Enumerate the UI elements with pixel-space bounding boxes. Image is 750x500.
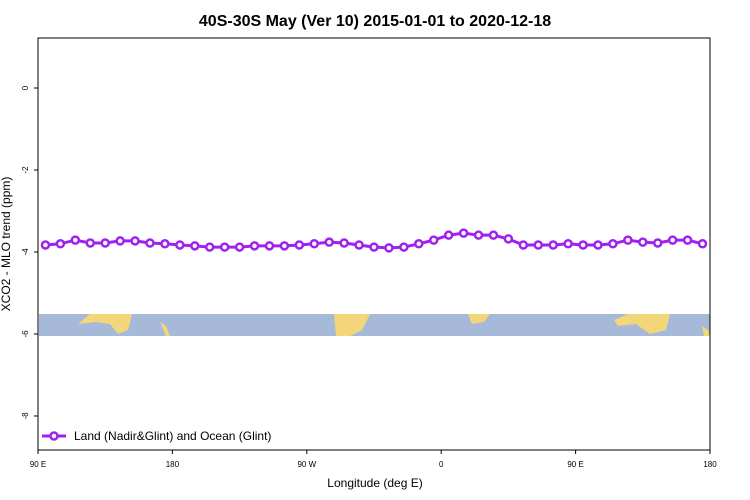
x-tick-label: 0 <box>439 460 444 469</box>
data-point <box>652 238 663 248</box>
data-point <box>428 235 439 245</box>
data-point <box>354 240 364 250</box>
data-point <box>324 237 334 247</box>
y-tick-label: -2 <box>21 166 30 174</box>
data-point <box>578 240 588 250</box>
data-point <box>249 241 260 251</box>
data-point <box>115 236 125 246</box>
x-axis-label: Longitude (deg E) <box>327 476 422 490</box>
data-point <box>279 241 290 251</box>
x-tick-label: 180 <box>703 460 717 469</box>
data-point <box>55 239 66 249</box>
data-point <box>204 242 215 252</box>
data-point <box>130 236 140 246</box>
plot-frame <box>37 37 711 451</box>
x-tick-label: 90 E <box>30 460 46 469</box>
chart-title: 40S-30S May (Ver 10) 2015-01-01 to 2020-… <box>199 13 551 30</box>
data-point <box>70 235 81 245</box>
data-point <box>175 240 185 250</box>
legend-marker <box>49 431 59 441</box>
data-point <box>309 239 320 249</box>
data-point <box>160 239 170 249</box>
x-tick-label: 180 <box>166 460 180 469</box>
data-point <box>697 239 708 249</box>
data-point <box>339 238 349 248</box>
data-point <box>100 238 110 248</box>
data-point <box>608 239 618 249</box>
data-point <box>294 240 305 250</box>
y-tick-label: -8 <box>21 412 30 420</box>
data-point <box>369 242 379 252</box>
data-point <box>563 239 573 249</box>
data-point <box>548 240 558 250</box>
data-point <box>443 230 454 240</box>
data-point <box>638 237 648 247</box>
y-tick-label: 0 <box>21 85 30 90</box>
data-point <box>264 241 275 251</box>
data-point <box>623 235 633 245</box>
data-point <box>667 235 678 245</box>
data-point <box>503 234 514 244</box>
data-point <box>414 239 424 249</box>
data-point <box>234 242 245 252</box>
data-point <box>488 230 499 240</box>
data-point <box>458 228 469 238</box>
data-point <box>40 240 51 250</box>
y-tick-label: -4 <box>21 248 30 256</box>
data-point <box>190 241 200 251</box>
map-strip <box>39 314 710 336</box>
data-point <box>518 240 529 250</box>
x-tick-label: 90 E <box>567 460 583 469</box>
x-tick-label: 90 W <box>297 460 316 469</box>
data-point <box>399 242 409 252</box>
y-axis-label: XCO2 - MLO trend (ppm) <box>0 177 13 312</box>
data-point <box>682 235 693 245</box>
data-point <box>593 240 603 250</box>
y-tick-label: -6 <box>21 330 30 338</box>
data-point <box>219 242 230 252</box>
data-point <box>473 230 484 240</box>
data-point <box>85 238 96 248</box>
data-point <box>533 240 544 250</box>
legend-label: Land (Nadir&Glint) and Ocean (Glint) <box>74 429 271 443</box>
data-point <box>145 238 155 248</box>
data-point <box>384 243 394 253</box>
